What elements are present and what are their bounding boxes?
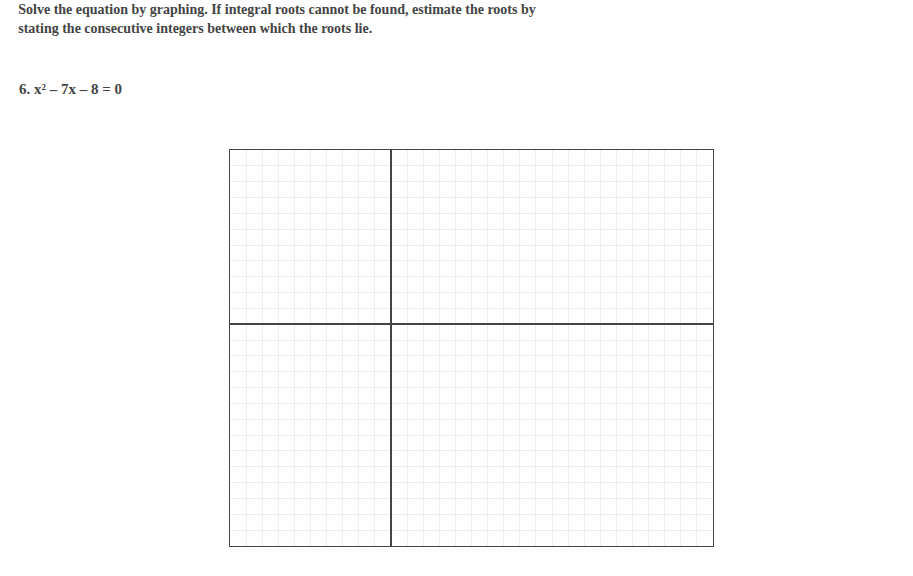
svg-text:6. x² – 7x – 8 = 0: 6. x² – 7x – 8 = 0 — [19, 81, 122, 97]
svg-text:Solve the equation by graphing: Solve the equation by graphing. If integ… — [18, 2, 536, 35]
